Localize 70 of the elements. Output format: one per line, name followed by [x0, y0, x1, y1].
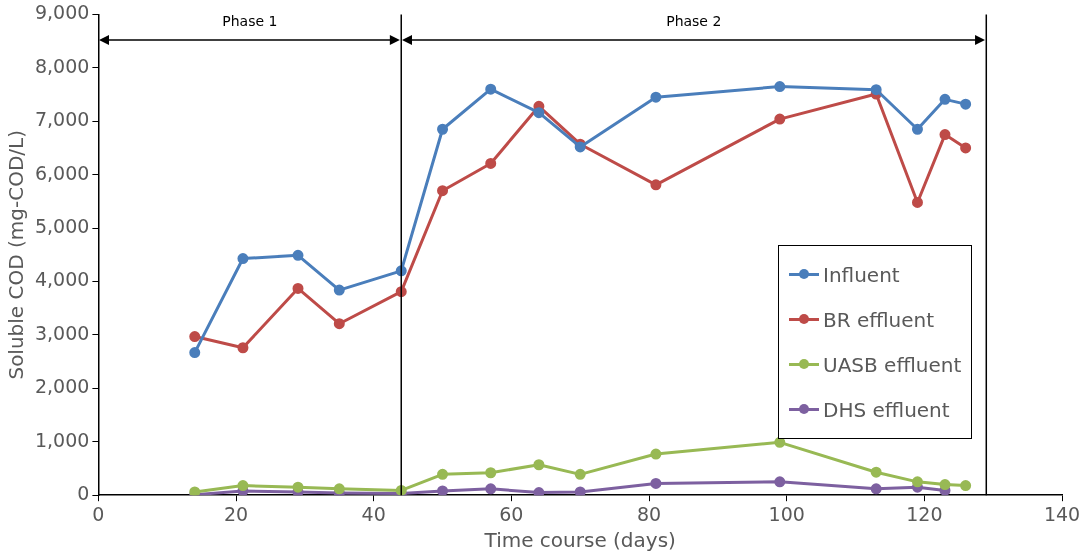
- point: [960, 142, 972, 154]
- point: [437, 485, 449, 496]
- point: [437, 123, 449, 135]
- x-axis-title: Time course (days): [483, 528, 676, 553]
- x-tick-label: 60: [499, 502, 524, 525]
- point: [485, 483, 497, 495]
- x-tick-label: 80: [636, 502, 662, 525]
- point: [533, 107, 545, 119]
- point: [189, 331, 201, 343]
- x-tick-label: 0: [92, 502, 105, 525]
- y-tick-label: 9,000: [34, 1, 90, 24]
- point: [237, 342, 249, 354]
- legend-label: UASB effluent: [823, 352, 962, 377]
- point: [650, 179, 662, 191]
- point: [437, 185, 449, 197]
- y-tick-label: 4,000: [34, 268, 90, 291]
- point: [292, 481, 304, 493]
- point: [939, 479, 951, 491]
- y-tick-label: 3,000: [34, 321, 90, 344]
- point: [485, 467, 497, 479]
- point: [960, 480, 972, 492]
- point: [437, 468, 449, 480]
- y-tick-label: 1,000: [34, 428, 90, 451]
- annotation: Phase 2: [666, 13, 722, 30]
- x-tick-label: 120: [906, 502, 943, 525]
- point: [485, 83, 497, 95]
- point: [939, 129, 951, 141]
- point: [911, 196, 923, 208]
- point: [485, 157, 497, 169]
- point: [292, 282, 304, 294]
- point: [774, 436, 786, 448]
- legend-label: BR effluent: [823, 307, 935, 332]
- x-tick-label: 40: [361, 502, 386, 525]
- annotation: Phase 1: [222, 13, 278, 30]
- point: [237, 253, 249, 265]
- y-axis-title: Soluble COD (mg-COD/L): [4, 130, 29, 380]
- y-tick-label: 2,000: [34, 375, 90, 398]
- point: [533, 459, 545, 471]
- point: [333, 318, 345, 330]
- point: [650, 477, 662, 489]
- point: [870, 483, 882, 495]
- y-tick-label: 0: [77, 482, 90, 505]
- point: [292, 249, 304, 261]
- point: [333, 284, 345, 296]
- legend-label: Influent: [823, 262, 900, 287]
- point: [911, 476, 923, 488]
- point: [939, 93, 951, 105]
- point: [774, 113, 786, 125]
- point: [574, 486, 586, 496]
- point: [650, 91, 662, 103]
- point: [870, 84, 882, 96]
- point: [237, 480, 249, 492]
- point: [533, 487, 545, 496]
- point: [774, 476, 786, 488]
- point: [774, 81, 786, 93]
- y-tick-label: 7,000: [34, 108, 90, 131]
- x-tick-label: 140: [1043, 502, 1081, 525]
- point: [960, 98, 972, 110]
- x-tick-label: 100: [768, 502, 805, 525]
- y-tick-label: 6,000: [34, 161, 90, 184]
- x-tick-label: 20: [223, 502, 249, 525]
- point: [911, 123, 923, 135]
- point: [870, 466, 882, 478]
- y-tick-label: 8,000: [34, 54, 90, 77]
- point: [574, 468, 586, 480]
- point: [333, 483, 345, 495]
- y-tick-label: 5,000: [34, 215, 90, 238]
- point: [189, 347, 201, 359]
- point: [650, 448, 662, 460]
- legend-label: DHS effluent: [823, 397, 950, 422]
